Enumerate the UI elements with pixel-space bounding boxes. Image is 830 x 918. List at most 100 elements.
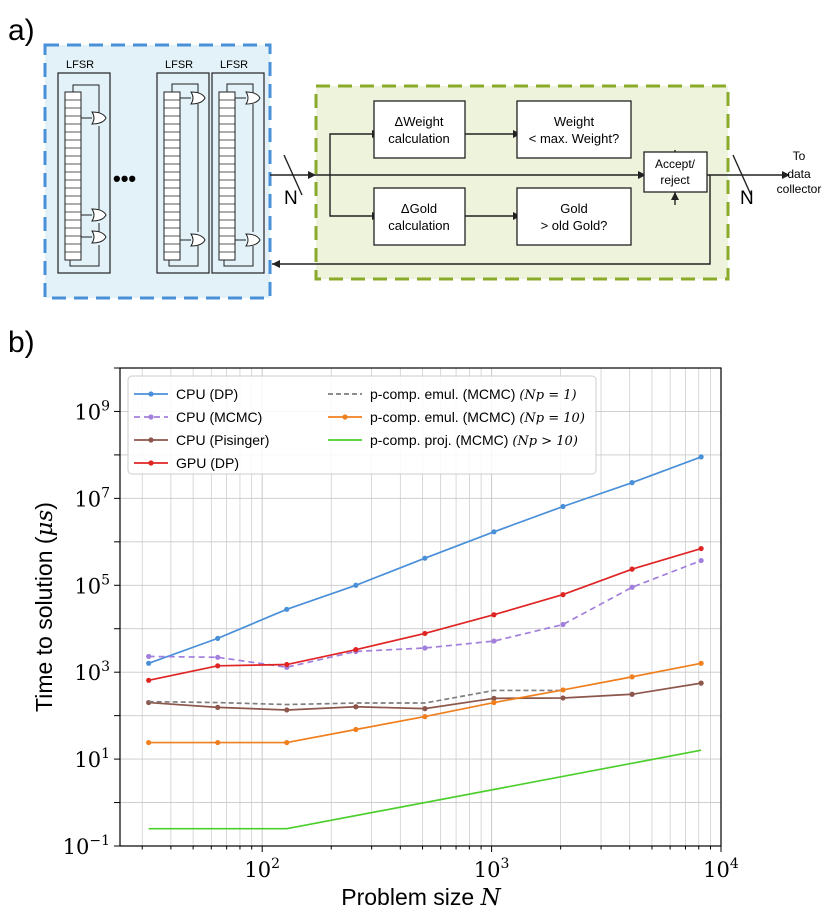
legend-label: GPU (DP) <box>176 455 239 471</box>
legend-marker <box>148 391 154 397</box>
y-axis-label: Time to solution (μs) <box>31 502 58 712</box>
x-tick-label-exp: 3 <box>500 856 509 872</box>
x-tick-label-base: 10 <box>474 858 501 882</box>
block-weight-calc: ΔWeight calculation <box>373 100 466 159</box>
y-tick-label-exp: 1 <box>101 746 110 762</box>
data-point <box>698 454 704 460</box>
wiring <box>270 133 782 265</box>
block-gold-calc: ΔGold calculation <box>373 187 466 246</box>
lfsr-module-2: LFSR <box>156 59 210 274</box>
data-point <box>629 480 635 486</box>
data-point <box>491 699 497 706</box>
lfsr-ellipsis: ••• <box>113 166 136 191</box>
data-point <box>560 503 566 510</box>
y-tick-label: 10−1 <box>63 833 110 859</box>
legend-label: p-comp. proj. (MCMC) (Np > 10) <box>370 432 578 449</box>
legend: CPU (DP) CPU (MCMC) CPU (Pisinger) GPU (DP)… <box>127 375 597 475</box>
data-point <box>284 707 290 713</box>
data-point <box>629 566 635 572</box>
data-point <box>353 647 359 653</box>
output-label-line1: To <box>793 149 806 163</box>
block-accept-reject: Accept/ reject <box>643 151 708 193</box>
legend-item: CPU (Pisinger) <box>134 432 269 448</box>
legend-item: GPU (DP) <box>134 455 239 471</box>
series-cpu-dp <box>146 454 704 666</box>
y-tick-label-exp: −1 <box>89 833 110 849</box>
y-axis-label-unit: μs <box>32 509 58 536</box>
data-point <box>491 529 497 535</box>
y-tick-label-exp: 5 <box>101 572 110 588</box>
data-point <box>422 706 428 712</box>
legend-label-text: CPU (DP) <box>176 386 238 402</box>
y-tick-label-base: 10 <box>74 661 101 685</box>
y-tick-label-base: 10 <box>74 574 101 598</box>
panel-a-label: a) <box>8 14 35 47</box>
legend-label-var: (Np = 10) <box>519 411 585 426</box>
block-accept-reject-line2: reject <box>660 173 690 187</box>
series-gpu-dp <box>146 545 704 683</box>
series-line <box>148 682 702 711</box>
y-tick-label: 103 <box>74 659 110 685</box>
output-label-line2: data <box>787 167 811 181</box>
legend-label-text: p-comp. emul. (MCMC) <box>370 386 519 402</box>
data-point <box>560 695 566 701</box>
x-tick-label-base: 10 <box>703 858 730 882</box>
legend-marker <box>342 414 348 420</box>
block-gold-check-line1: Gold <box>560 201 587 216</box>
block-weight-check: Weight < max. Weight? <box>516 100 632 159</box>
data-point <box>353 582 359 588</box>
x-tick-label: 102 <box>244 856 280 882</box>
data-point <box>560 621 566 628</box>
data-point <box>215 739 221 746</box>
data-point <box>629 584 635 590</box>
legend-label-text: CPU (Pisinger) <box>176 432 269 448</box>
data-point <box>698 545 704 552</box>
y-tick-label-base: 10 <box>63 835 90 859</box>
legend-label: CPU (Pisinger) <box>176 432 269 448</box>
data-point <box>284 739 290 746</box>
bus-label-output: N <box>740 188 754 209</box>
series-p-comp-proj-mcmc-np-10 <box>148 749 702 830</box>
data-point <box>422 714 428 720</box>
legend-label-text: CPU (MCMC) <box>176 409 262 425</box>
legend-item: p-comp. proj. (MCMC) (Np > 10) <box>328 432 578 449</box>
data-point <box>215 663 221 669</box>
legend-label: p-comp. emul. (MCMC) (Np = 10) <box>370 409 585 426</box>
legend-item: p-comp. emul. (MCMC) (Np = 1) <box>328 386 577 403</box>
y-axis-label-close: ) <box>31 502 57 510</box>
legend-label: p-comp. emul. (MCMC) (Np = 1) <box>370 386 577 403</box>
block-accept-reject-line1: Accept/ <box>655 157 696 171</box>
panel-b-label: b) <box>8 326 35 359</box>
series-p-comp-emul-mcmc-np-10 <box>146 660 704 746</box>
data-point <box>698 660 704 666</box>
series-line <box>148 689 564 706</box>
data-point <box>422 630 428 637</box>
y-tick-label-base: 10 <box>74 748 101 772</box>
y-tick-label-base: 10 <box>74 487 101 511</box>
data-point <box>629 691 635 697</box>
data-point <box>284 606 290 612</box>
x-axis-label: Problem size N <box>341 884 501 911</box>
data-point <box>629 674 635 680</box>
y-tick-label: 107 <box>74 485 110 511</box>
data-point <box>353 726 359 733</box>
data-point <box>560 687 566 693</box>
lfsr-label-3: LFSR <box>220 59 248 71</box>
y-tick-label-exp: 3 <box>101 659 110 675</box>
x-tick-label-base: 10 <box>244 858 271 882</box>
series-line <box>148 559 702 669</box>
data-point <box>698 557 704 564</box>
data-point <box>146 699 152 706</box>
data-point <box>284 661 290 668</box>
y-tick-label: 101 <box>74 746 110 772</box>
block-weight-check-line1: Weight <box>554 114 595 129</box>
data-point <box>146 677 152 683</box>
series-p-comp-emul-mcmc-np-1 <box>148 689 564 706</box>
legend-item: CPU (DP) <box>134 386 238 402</box>
legend-label: CPU (DP) <box>176 386 238 402</box>
lfsr-module-3: LFSR <box>211 59 265 274</box>
output-label: To data collector <box>777 149 822 196</box>
block-weight-calc-line1: ΔWeight <box>395 114 444 129</box>
